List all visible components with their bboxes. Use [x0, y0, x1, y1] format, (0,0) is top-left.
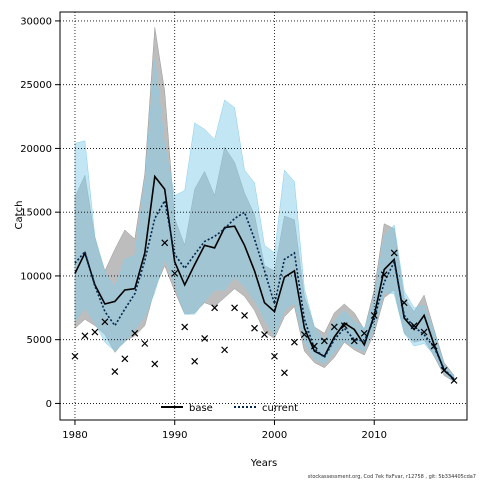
- observed-points: [71, 239, 458, 384]
- observed-point-1999: [261, 331, 268, 338]
- series-lines: [74, 174, 455, 380]
- y-tick-label-25000: 25000: [20, 80, 52, 91]
- observed-point-2011: [380, 271, 388, 279]
- legend-base-label: base: [189, 403, 213, 414]
- y-tick-label-30000: 30000: [20, 16, 52, 27]
- line-current: [74, 198, 455, 380]
- x-axis-ticks: 1980 1990 2000 2010: [62, 420, 387, 441]
- observed-point-1996: [231, 304, 238, 312]
- x-tick-label-2010: 2010: [362, 430, 387, 441]
- plot-frame: [59, 11, 468, 421]
- observed-point-2000: [271, 352, 278, 360]
- observed-point-1998: [251, 324, 258, 332]
- y-tick-label-15000: 15000: [20, 208, 52, 219]
- observed-point-1990: [171, 269, 179, 277]
- legend: base current: [161, 403, 298, 414]
- observed-point-2010: [370, 312, 378, 319]
- y-axis-title: Catch: [14, 201, 25, 230]
- y-tick-label-5000: 5000: [27, 335, 52, 346]
- uncertainty-bands: [74, 27, 455, 383]
- observed-point-1986: [131, 329, 139, 337]
- y-axis-ticks: 0 5000 10000 15000 20000 25000 30000: [20, 16, 60, 410]
- observed-point-2012: [390, 249, 398, 257]
- observed-point-1992: [191, 357, 199, 365]
- observed-point-1987: [141, 340, 149, 347]
- observed-point-2005: [320, 337, 328, 345]
- y-tick-label-0: 0: [46, 399, 52, 410]
- observed-point-2006: [330, 323, 338, 331]
- observed-point-1991: [181, 323, 189, 331]
- x-tick-label-1990: 1990: [162, 430, 187, 441]
- observed-point-1995: [221, 346, 229, 354]
- observed-point-2009: [360, 329, 368, 337]
- observed-point-1997: [241, 312, 248, 319]
- observed-point-1985: [121, 355, 129, 363]
- observed-point-1981: [81, 332, 89, 340]
- observed-point-2014: [410, 322, 418, 330]
- observed-point-2003: [300, 331, 308, 338]
- legend-current-label: current: [262, 403, 298, 414]
- y-tick-label-20000: 20000: [20, 144, 52, 155]
- observed-point-2017: [440, 366, 448, 374]
- observed-point-2004: [310, 342, 318, 350]
- footnote: stockassessment.org, Cod 7ek fixFvar, r1…: [308, 474, 476, 480]
- observed-point-2007: [340, 322, 348, 330]
- x-tick-label-1980: 1980: [62, 430, 87, 441]
- observed-point-1989: [161, 239, 169, 247]
- grid-lines: [60, 12, 467, 420]
- observed-point-2018: [450, 377, 458, 384]
- observed-point-1983: [101, 318, 109, 326]
- line-base: [74, 174, 455, 380]
- observed-point-1993: [201, 334, 209, 342]
- x-axis-title: Years: [250, 458, 277, 469]
- observed-point-1980: [71, 352, 79, 360]
- observed-point-2001: [281, 369, 288, 377]
- observed-point-1984: [111, 368, 119, 375]
- observed-point-2016: [430, 342, 438, 350]
- observed-point-1988: [151, 360, 159, 368]
- observed-point-2015: [420, 328, 428, 336]
- observed-point-2008: [350, 337, 358, 345]
- observed-point-1982: [91, 328, 99, 336]
- x-tick-label-2000: 2000: [262, 430, 287, 441]
- observed-point-1994: [211, 304, 219, 312]
- band-current: [74, 59, 455, 383]
- y-tick-label-10000: 10000: [20, 271, 52, 282]
- observed-point-2013: [400, 299, 408, 307]
- observed-point-2002: [290, 338, 298, 346]
